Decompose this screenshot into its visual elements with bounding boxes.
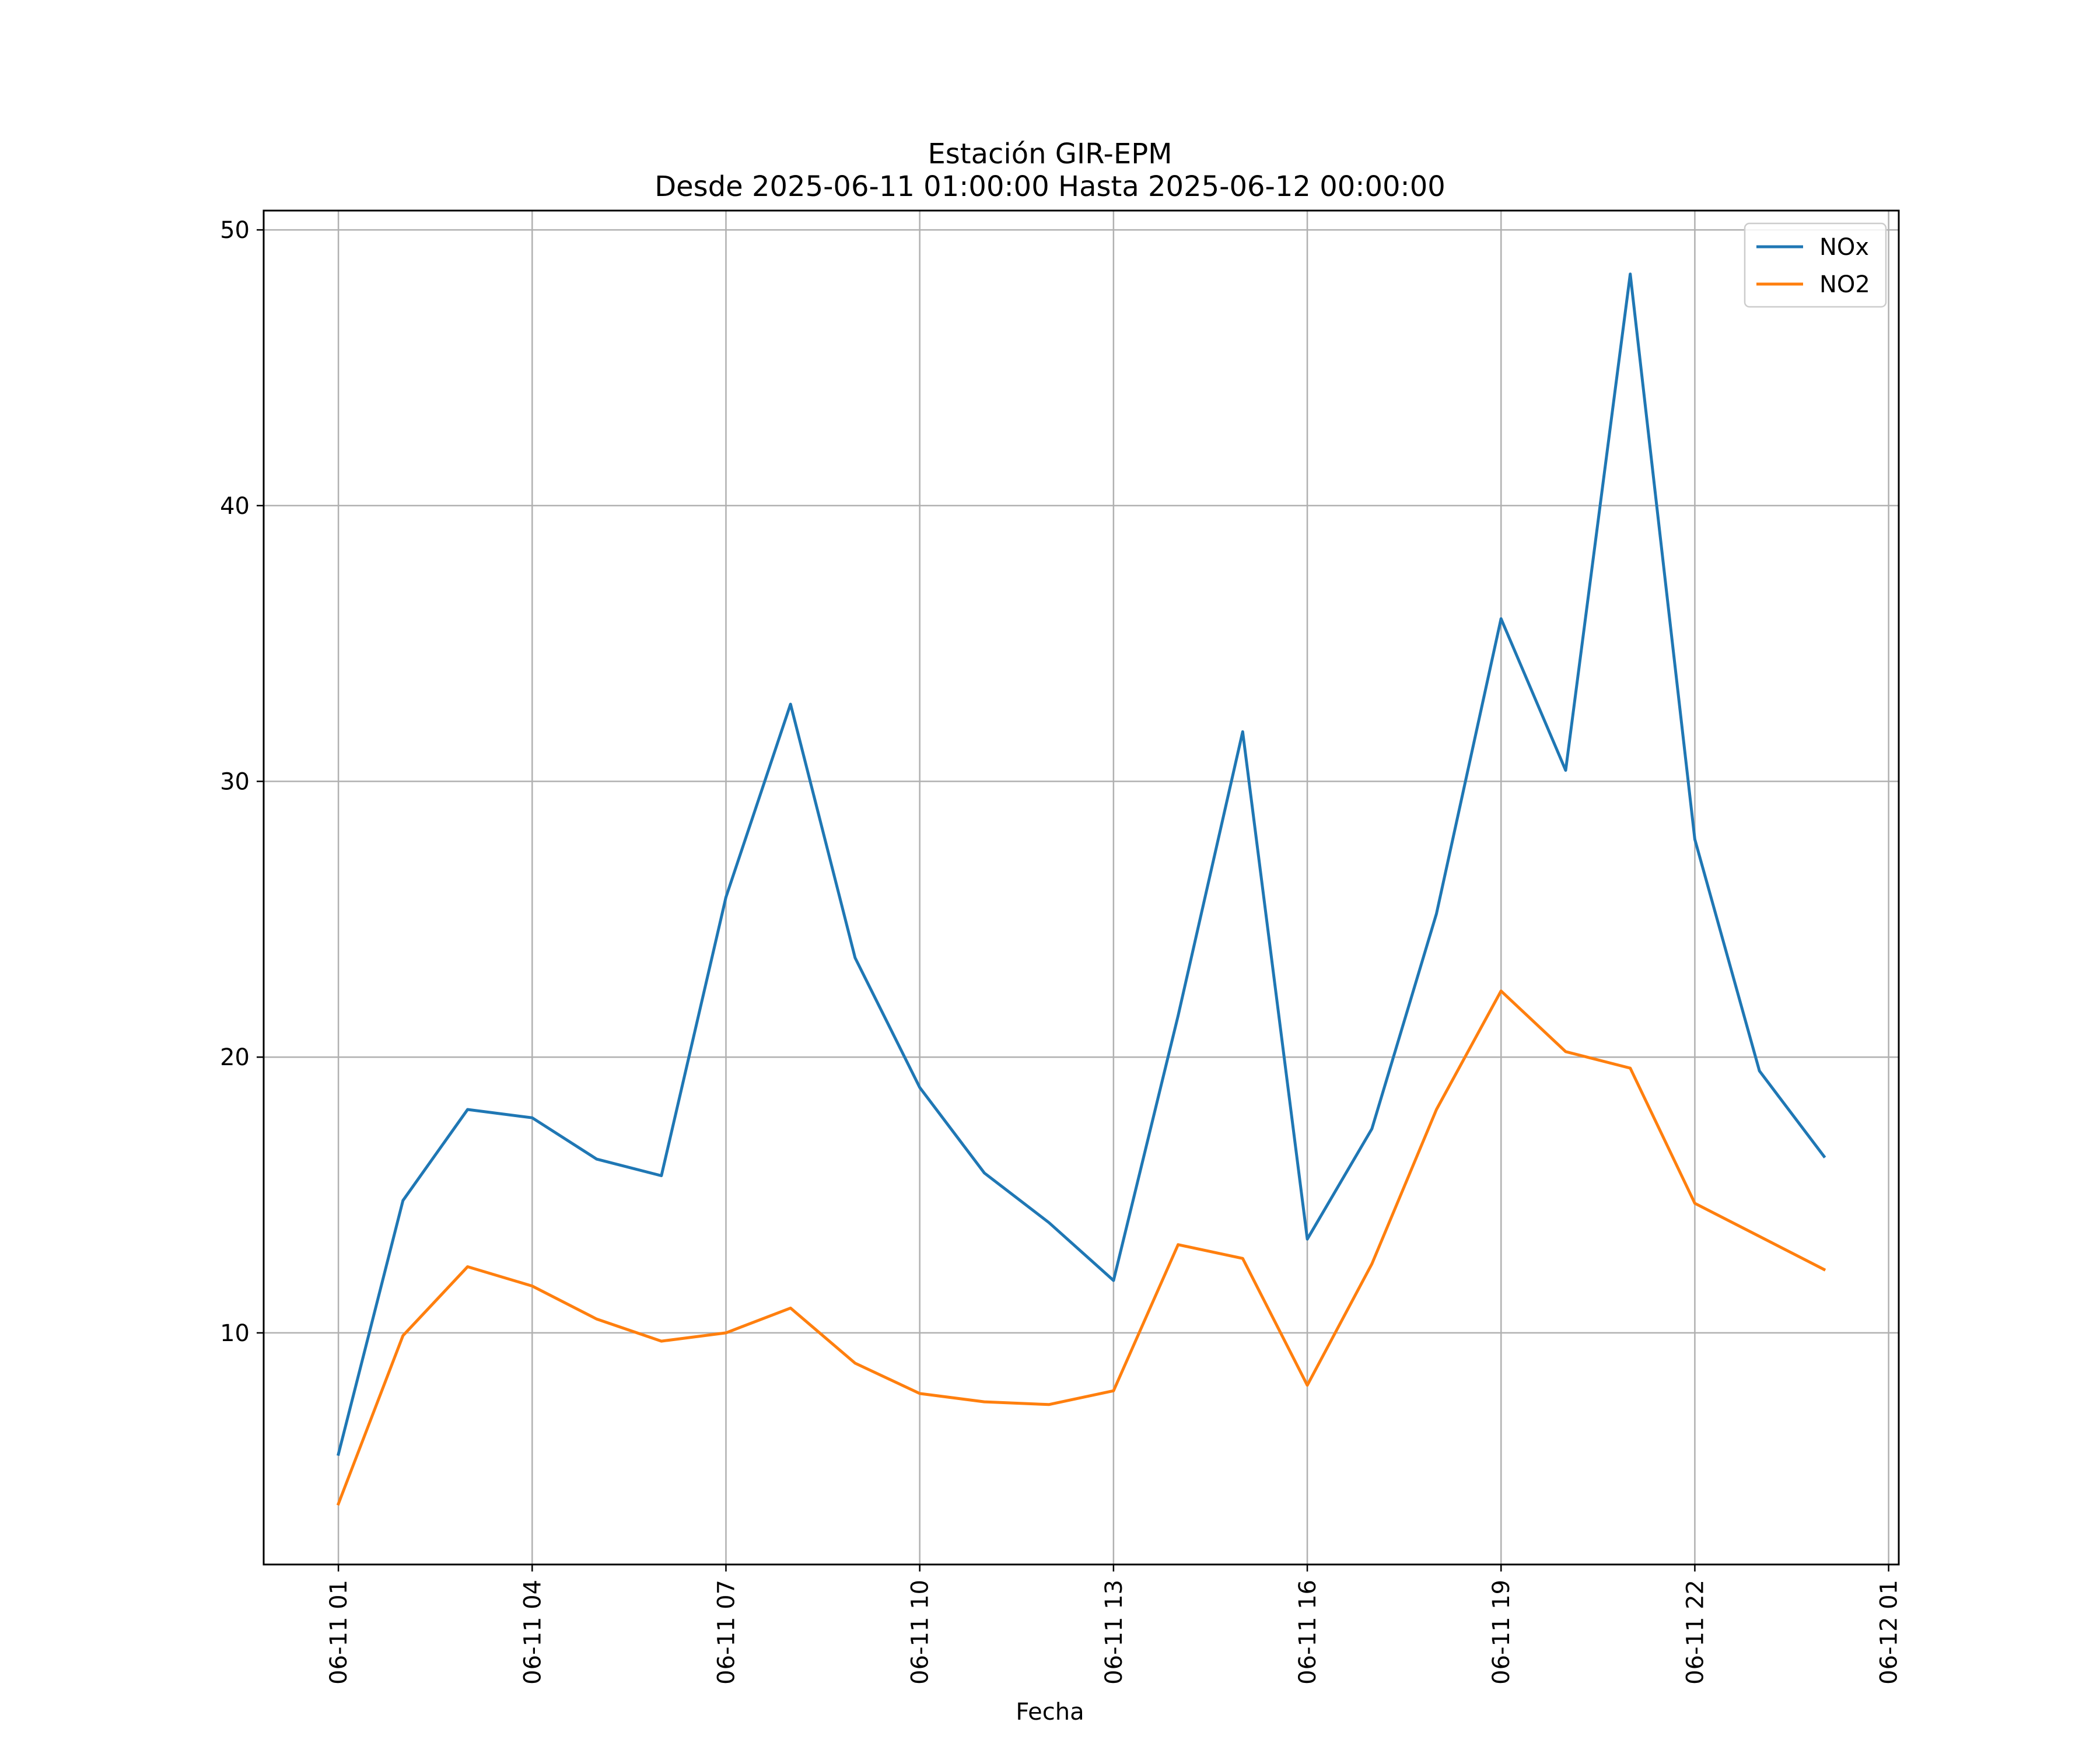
y-tick-label: 10 [220,1320,250,1347]
chart-title: Estación GIR-EPM [928,138,1172,170]
y-tick-label: 20 [220,1044,250,1071]
chart-subtitle: Desde 2025-06-11 01:00:00 Hasta 2025-06-… [654,170,1446,203]
series-line-nox [337,272,1826,1456]
plot-frame [262,209,1900,1566]
x-tick-label: 06-11 01 [326,1580,352,1685]
legend-label-nox: NOx [1819,234,1869,261]
x-tick-label: 06-11 13 [1101,1580,1128,1685]
x-tick-label: 06-11 22 [1682,1580,1709,1685]
y-tick-label: 30 [220,769,250,796]
x-tick-label: 06-11 16 [1294,1580,1321,1685]
x-tick-label: 06-11 10 [907,1580,934,1685]
y-tick-label: 50 [220,217,250,244]
x-tick-label: 06-11 19 [1488,1580,1515,1685]
series-lines [336,272,1826,1506]
x-axis-label: Fecha [1016,1699,1084,1726]
legend: NOx NO2 [1744,222,1887,308]
x-tick-label: 06-12 01 [1876,1580,1903,1685]
grid-lines [264,211,1899,1564]
legend-box [1744,222,1887,308]
axis-ticks: 10 20 30 40 50 06-11 01 06-11 04 06-11 07 06-11 … [220,217,1903,1685]
x-tick-label: 06-11 07 [713,1580,740,1685]
series-line-no2 [336,989,1826,1506]
legend-label-no2: NO2 [1819,271,1870,298]
y-tick-label: 40 [220,493,250,520]
x-tick-label: 06-11 04 [519,1580,546,1685]
